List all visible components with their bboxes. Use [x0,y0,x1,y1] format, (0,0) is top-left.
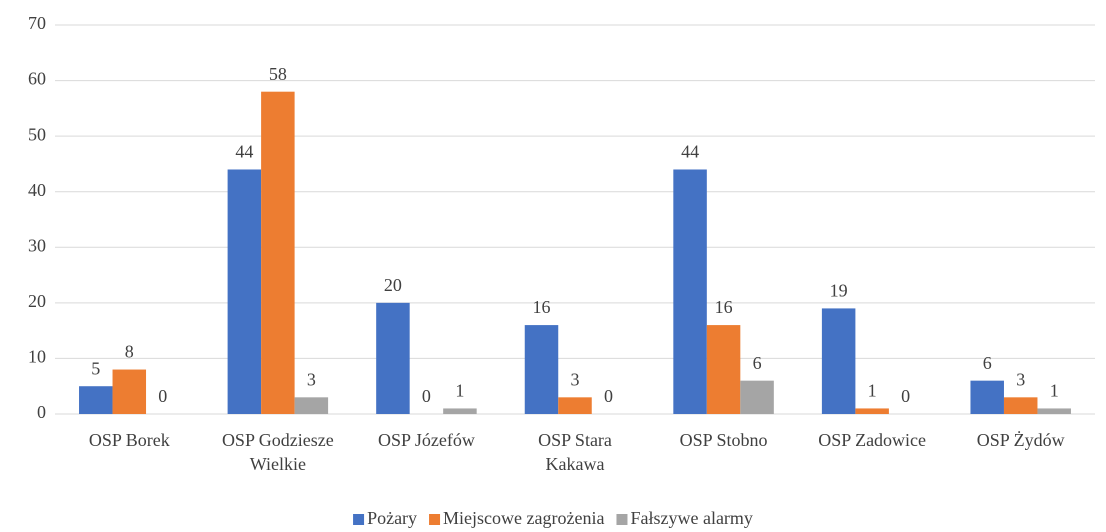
bar [970,380,1004,414]
data-label: 3 [307,369,316,389]
y-tick-label: 10 [28,347,46,367]
y-tick-label: 70 [28,13,46,33]
data-label: 0 [422,386,431,406]
x-tick-label: OSP Stara Kakawa [538,430,612,474]
bar [79,386,113,414]
x-tick-label: OSP Żydów [977,430,1065,450]
bar [706,325,741,414]
data-label: 20 [384,275,402,295]
bar [855,408,889,414]
y-tick-label: 40 [28,180,46,200]
data-label: 16 [533,297,551,317]
data-label: 0 [604,386,613,406]
y-tick-label: 30 [28,235,46,255]
data-label: 1 [1050,381,1059,401]
x-tick-label: OSP Godziesze Wielkie [222,430,334,474]
data-label: 16 [715,297,733,317]
data-label: 1 [868,381,877,401]
x-tick-label: OSP Józefów [378,430,475,450]
bar [821,308,856,414]
data-label: 8 [125,342,134,362]
data-label: 19 [830,281,848,301]
x-tick-line: OSP Stara [538,430,612,450]
bar [673,169,707,414]
y-tick-label: 0 [37,402,46,422]
legend-swatch [616,514,628,525]
bar [740,380,774,414]
data-label: 44 [235,142,253,162]
x-tick-line: OSP Godziesze [222,430,334,450]
bar [112,369,147,414]
bar [524,325,559,414]
data-label: 58 [269,64,287,84]
data-label: 6 [753,353,762,373]
x-tick-label: OSP Stobno [680,430,768,450]
legend-label: Fałszywe alarmy [630,508,752,528]
legend-swatch [429,514,441,525]
x-tick-label: OSP Zadowice [818,430,926,450]
bar [1037,408,1071,414]
data-label: 0 [901,386,910,406]
bar [443,408,477,414]
y-tick-label: 50 [28,124,46,144]
bar [227,169,262,414]
bar [1003,397,1038,414]
bar [294,397,329,414]
data-label: 6 [983,353,992,373]
legend-label: Miejscowe zagrożenia [443,508,604,528]
x-tick-line: Wielkie [250,454,306,474]
bar [261,91,295,414]
data-label: 3 [1016,369,1025,389]
data-label: 5 [91,358,100,378]
x-tick-label: OSP Borek [89,430,170,450]
y-tick-label: 60 [28,69,46,89]
data-label: 0 [158,386,167,406]
x-tick-line: Kakawa [546,454,605,474]
y-tick-label: 20 [28,291,46,311]
legend-label: Pożary [367,508,417,528]
bar [376,302,410,414]
data-label: 44 [681,142,699,162]
legend-swatch [353,514,365,525]
bar [558,397,592,414]
data-label: 1 [455,381,464,401]
data-label: 3 [571,369,580,389]
